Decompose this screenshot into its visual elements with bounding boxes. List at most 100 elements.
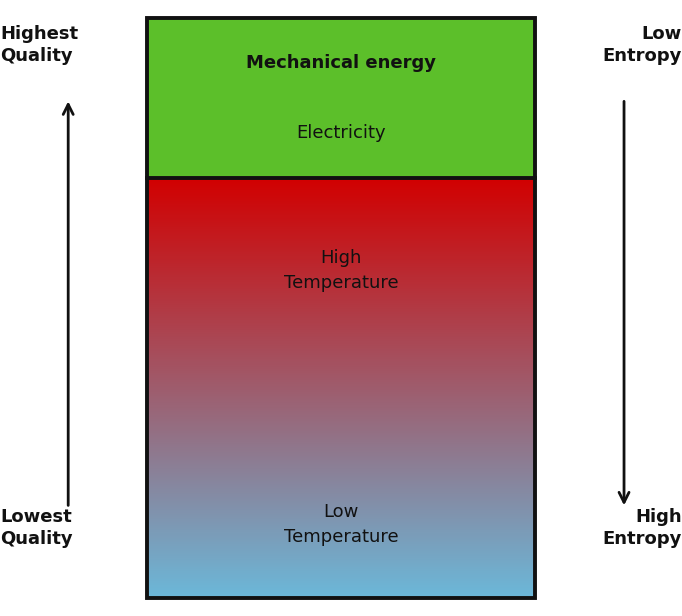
Bar bbox=[147, 265, 535, 266]
Bar bbox=[147, 277, 535, 278]
Bar bbox=[147, 535, 535, 537]
Bar bbox=[147, 520, 535, 521]
Bar bbox=[147, 519, 535, 520]
Bar bbox=[147, 585, 535, 586]
Bar bbox=[147, 518, 535, 519]
Bar bbox=[147, 568, 535, 569]
Bar bbox=[147, 318, 535, 320]
Bar bbox=[147, 492, 535, 493]
Bar bbox=[147, 513, 535, 514]
Bar bbox=[147, 250, 535, 251]
Bar bbox=[147, 357, 535, 359]
Text: Mechanical energy: Mechanical energy bbox=[246, 54, 436, 72]
Bar bbox=[147, 389, 535, 390]
Bar bbox=[147, 508, 535, 509]
Bar bbox=[147, 348, 535, 349]
Bar bbox=[147, 493, 535, 495]
Bar bbox=[147, 453, 535, 454]
Bar bbox=[147, 484, 535, 485]
Bar bbox=[147, 516, 535, 517]
Bar bbox=[147, 200, 535, 201]
Bar bbox=[147, 459, 535, 460]
Bar bbox=[147, 448, 535, 450]
Bar bbox=[147, 245, 535, 246]
Bar bbox=[147, 344, 535, 346]
Bar bbox=[147, 309, 535, 310]
Bar bbox=[147, 359, 535, 360]
Bar bbox=[147, 246, 535, 247]
Bar bbox=[147, 571, 535, 572]
Bar bbox=[147, 222, 535, 223]
Bar bbox=[147, 225, 535, 226]
Bar bbox=[147, 488, 535, 490]
Bar bbox=[147, 417, 535, 418]
Bar bbox=[147, 182, 535, 183]
Bar bbox=[147, 216, 535, 217]
Bar bbox=[147, 505, 535, 506]
Bar bbox=[147, 423, 535, 424]
Bar bbox=[147, 223, 535, 224]
Bar bbox=[147, 402, 535, 403]
Bar bbox=[147, 275, 535, 277]
Bar bbox=[147, 562, 535, 563]
Bar bbox=[147, 230, 535, 231]
Bar bbox=[147, 458, 535, 459]
Bar bbox=[147, 322, 535, 323]
Bar bbox=[147, 243, 535, 244]
Bar bbox=[147, 394, 535, 395]
Bar bbox=[147, 268, 535, 269]
Bar bbox=[147, 339, 535, 341]
Bar bbox=[147, 183, 535, 184]
Bar bbox=[147, 577, 535, 578]
Bar bbox=[147, 289, 535, 290]
Bar bbox=[147, 526, 535, 527]
Bar bbox=[147, 506, 535, 507]
Bar bbox=[147, 262, 535, 263]
Bar bbox=[147, 293, 535, 294]
Bar bbox=[147, 188, 535, 189]
Bar bbox=[147, 317, 535, 318]
Bar bbox=[147, 184, 535, 185]
Bar bbox=[147, 217, 535, 219]
Bar bbox=[147, 436, 535, 437]
Bar bbox=[147, 415, 535, 416]
Bar bbox=[147, 410, 535, 411]
Bar bbox=[147, 214, 535, 216]
Bar bbox=[147, 248, 535, 249]
Bar bbox=[147, 549, 535, 550]
Bar bbox=[147, 569, 535, 570]
Bar bbox=[147, 179, 535, 180]
Bar bbox=[147, 511, 535, 513]
Bar bbox=[147, 187, 535, 188]
Bar bbox=[147, 456, 535, 457]
Bar bbox=[147, 386, 535, 387]
Bar bbox=[147, 193, 535, 195]
Bar bbox=[147, 509, 535, 511]
Bar bbox=[147, 442, 535, 444]
Bar bbox=[147, 575, 535, 577]
Bar bbox=[147, 210, 535, 211]
Bar bbox=[147, 299, 535, 301]
Bar bbox=[147, 474, 535, 475]
Bar bbox=[147, 189, 535, 190]
Bar bbox=[147, 315, 535, 316]
Bar bbox=[147, 419, 535, 420]
Bar bbox=[147, 280, 535, 282]
Text: Low
Temperature: Low Temperature bbox=[284, 503, 398, 546]
Bar bbox=[147, 296, 535, 298]
Bar bbox=[147, 400, 535, 401]
Bar bbox=[147, 326, 535, 328]
Bar bbox=[147, 313, 535, 314]
Bar bbox=[147, 328, 535, 329]
Bar bbox=[147, 349, 535, 350]
Bar bbox=[147, 347, 535, 348]
Bar bbox=[147, 525, 535, 526]
Bar bbox=[147, 241, 535, 243]
Bar bbox=[147, 375, 535, 376]
Bar bbox=[147, 454, 535, 455]
Bar bbox=[147, 198, 535, 199]
Bar bbox=[147, 591, 535, 592]
Bar bbox=[147, 264, 535, 265]
Bar bbox=[147, 283, 535, 284]
Bar bbox=[147, 380, 535, 381]
